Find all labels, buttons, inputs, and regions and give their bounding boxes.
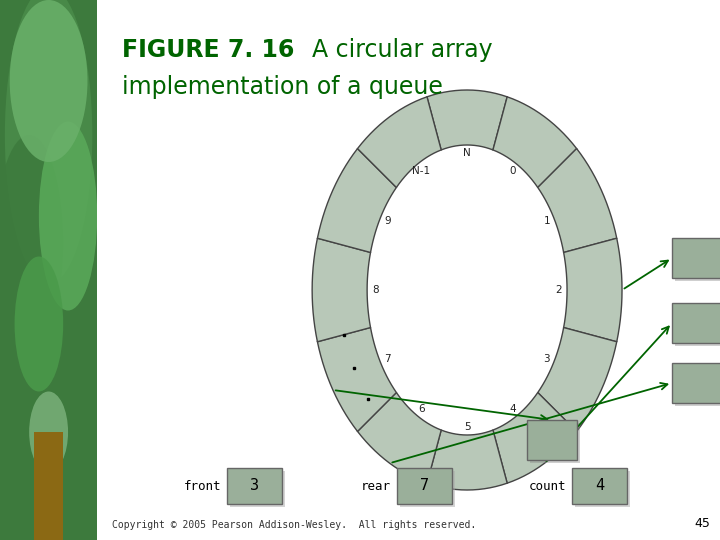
Bar — [675, 366, 720, 406]
Text: N-1: N-1 — [412, 166, 430, 177]
Ellipse shape — [39, 122, 97, 310]
Ellipse shape — [9, 0, 88, 162]
Text: Copyright © 2005 Pearson Addison-Wesley.  All rights reserved.: Copyright © 2005 Pearson Addison-Wesley.… — [112, 520, 477, 530]
Text: rear: rear — [361, 480, 391, 492]
Text: 4: 4 — [510, 403, 516, 414]
Text: 8: 8 — [372, 285, 379, 295]
Bar — [530, 423, 580, 463]
Polygon shape — [538, 148, 617, 253]
Bar — [572, 468, 627, 504]
Text: 3: 3 — [544, 354, 550, 363]
Text: 45: 45 — [694, 517, 710, 530]
Bar — [672, 238, 720, 278]
Text: 4: 4 — [595, 478, 604, 494]
Polygon shape — [318, 328, 397, 431]
Text: FIGURE 7. 16: FIGURE 7. 16 — [122, 38, 294, 62]
Text: N: N — [463, 148, 471, 158]
Polygon shape — [493, 97, 577, 187]
Bar — [34, 432, 63, 540]
Text: 9: 9 — [384, 217, 391, 226]
Polygon shape — [493, 393, 577, 483]
Bar — [672, 303, 720, 343]
Text: front: front — [184, 480, 221, 492]
Polygon shape — [538, 328, 617, 431]
Polygon shape — [427, 430, 507, 490]
Bar — [230, 471, 285, 507]
Ellipse shape — [14, 256, 63, 392]
Text: 7: 7 — [384, 354, 391, 363]
Polygon shape — [358, 97, 441, 187]
Bar — [675, 306, 720, 346]
Text: 7: 7 — [420, 478, 429, 494]
Text: 6: 6 — [418, 403, 424, 414]
Ellipse shape — [5, 0, 92, 284]
Bar — [227, 468, 282, 504]
Polygon shape — [312, 238, 371, 342]
Polygon shape — [564, 238, 622, 342]
Text: 3: 3 — [250, 478, 259, 494]
Ellipse shape — [29, 392, 68, 472]
Bar — [675, 241, 720, 281]
Text: 0: 0 — [510, 166, 516, 177]
Text: implementation of a queue: implementation of a queue — [122, 75, 443, 99]
Text: A circular array: A circular array — [297, 38, 492, 62]
Bar — [527, 420, 577, 460]
Polygon shape — [427, 90, 507, 150]
Text: 1: 1 — [544, 217, 550, 226]
Polygon shape — [358, 393, 441, 483]
Bar — [575, 471, 630, 507]
Bar — [400, 471, 455, 507]
Text: 2: 2 — [556, 285, 562, 295]
Text: count: count — [528, 480, 566, 492]
Bar — [672, 363, 720, 403]
Ellipse shape — [0, 135, 63, 351]
Bar — [397, 468, 452, 504]
Polygon shape — [318, 148, 397, 253]
Text: 5: 5 — [464, 422, 470, 432]
